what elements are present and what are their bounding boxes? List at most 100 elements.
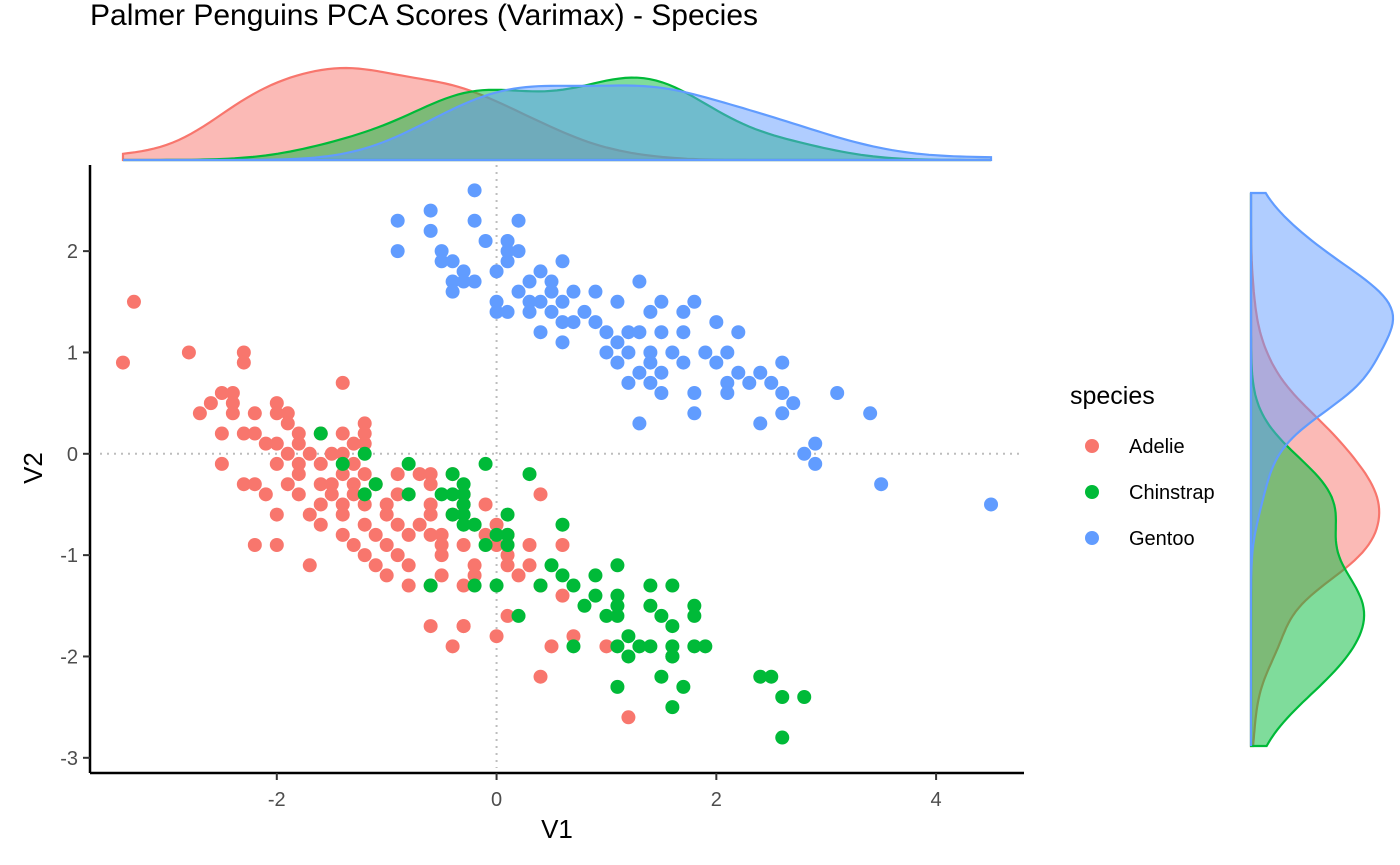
data-point — [511, 284, 526, 299]
data-point — [643, 375, 658, 390]
data-point — [555, 538, 570, 552]
data-point — [269, 436, 284, 451]
data-point — [423, 619, 438, 634]
data-point — [423, 203, 438, 218]
data-point — [566, 578, 581, 593]
data-point — [258, 487, 273, 502]
data-point — [478, 497, 493, 512]
data-point — [808, 436, 823, 451]
data-point — [313, 477, 328, 492]
data-point — [676, 355, 691, 370]
data-point — [291, 436, 306, 451]
data-point — [313, 497, 328, 512]
data-point — [500, 507, 515, 522]
data-point — [346, 477, 361, 492]
data-point — [720, 345, 735, 360]
data-point — [434, 527, 449, 542]
data-point — [324, 487, 339, 502]
data-point — [445, 467, 460, 482]
x-tick-label: -2 — [268, 789, 286, 811]
data-point — [236, 477, 251, 492]
data-point — [467, 568, 482, 583]
data-point — [335, 446, 350, 461]
data-point — [478, 538, 493, 552]
data-point — [357, 426, 372, 441]
data-point — [632, 639, 647, 654]
data-point — [489, 304, 504, 319]
data-point — [423, 223, 438, 238]
data-point — [489, 527, 504, 542]
data-point — [555, 517, 570, 532]
data-point — [555, 568, 570, 583]
data-point — [654, 365, 669, 380]
data-point — [654, 325, 669, 340]
data-point — [610, 294, 625, 309]
data-point — [368, 527, 383, 542]
data-point — [357, 416, 372, 431]
data-point — [500, 538, 515, 552]
data-point — [632, 274, 647, 289]
data-point — [654, 386, 669, 400]
right-density-gentoo — [1249, 191, 1395, 746]
data-point — [566, 639, 581, 654]
data-point — [555, 335, 570, 350]
data-point — [401, 578, 416, 593]
data-point — [346, 538, 361, 552]
data-point — [489, 294, 504, 309]
data-point — [511, 213, 526, 228]
data-point — [467, 274, 482, 289]
data-point — [456, 274, 471, 289]
data-point — [379, 507, 394, 522]
data-point — [335, 375, 350, 390]
data-point — [335, 527, 350, 542]
data-point — [610, 639, 625, 654]
data-point — [214, 426, 229, 441]
data-point — [797, 690, 812, 704]
data-point — [456, 517, 471, 532]
chart-title: Palmer Penguins PCA Scores (Varimax) - S… — [90, 0, 758, 32]
axes: -2 0 2 4 -3 -2 -1 0 1 2 — [60, 165, 1024, 811]
data-point — [489, 629, 504, 644]
data-point — [434, 254, 449, 269]
data-point — [621, 629, 636, 644]
data-point — [632, 365, 647, 380]
data-point — [412, 517, 427, 532]
data-point — [610, 608, 625, 623]
data-point — [269, 406, 284, 421]
data-point — [269, 396, 284, 411]
data-point — [522, 538, 537, 552]
data-point — [379, 497, 394, 512]
data-point — [808, 456, 823, 471]
data-point — [368, 477, 383, 492]
data-point — [599, 639, 614, 654]
data-point — [500, 304, 515, 319]
series-chinstrap — [313, 426, 812, 745]
x-tick-label: 2 — [711, 789, 722, 811]
data-point — [467, 558, 482, 573]
data-point — [335, 497, 350, 512]
data-point — [786, 396, 801, 411]
data-point — [478, 527, 493, 542]
data-point — [533, 294, 548, 309]
data-point — [522, 304, 537, 319]
data-point — [610, 588, 625, 603]
data-point — [401, 558, 416, 573]
data-point — [984, 497, 999, 512]
data-point — [555, 254, 570, 269]
data-point — [423, 578, 438, 593]
data-point — [632, 416, 647, 431]
data-point — [753, 365, 768, 380]
data-point — [588, 315, 603, 330]
data-point — [643, 304, 658, 319]
y-tick-label: 1 — [67, 342, 78, 364]
data-point — [467, 578, 482, 593]
data-point — [434, 487, 449, 502]
data-point — [555, 588, 570, 603]
data-point — [687, 639, 702, 654]
data-point — [500, 254, 515, 269]
data-point — [643, 639, 658, 654]
data-point — [720, 386, 735, 400]
data-point — [742, 375, 757, 390]
data-point — [654, 294, 669, 309]
data-point — [423, 527, 438, 542]
